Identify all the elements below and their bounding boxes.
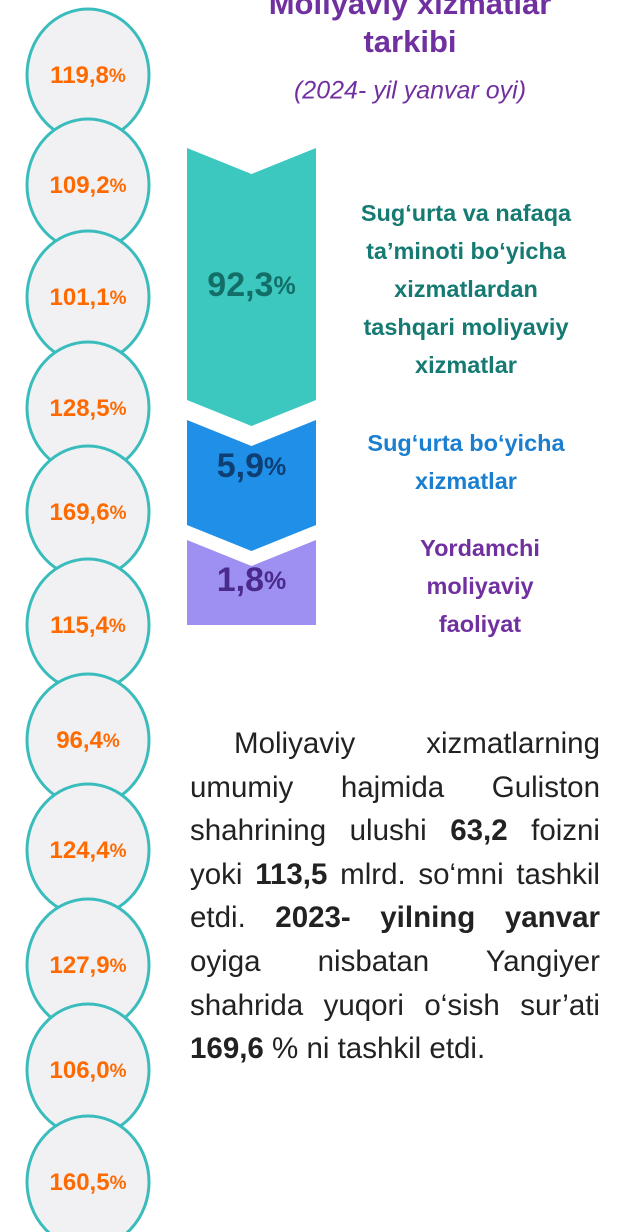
- circle-label: 127,9%: [50, 952, 127, 979]
- percent-unit: %: [264, 453, 286, 481]
- percent-value: 169,6: [50, 499, 110, 526]
- bold-text: 63,2: [450, 814, 508, 848]
- segment-description: Sug‘urta va nafaqa: [361, 200, 572, 226]
- percent-unit: %: [110, 176, 127, 197]
- percent-value: 106,0: [50, 1057, 110, 1084]
- percent-value: 124,4: [50, 837, 111, 864]
- circle-label: 169,6%: [50, 499, 127, 526]
- circle-label: 101,1%: [50, 284, 127, 311]
- percent-unit: %: [110, 503, 127, 524]
- percent-value: 127,9: [50, 952, 110, 979]
- percent-unit: %: [273, 272, 295, 300]
- percent-value: 119,8: [50, 62, 109, 89]
- circle-label: 96,4%: [56, 727, 120, 754]
- circle: [25, 1114, 151, 1232]
- title-line: tarkibi: [363, 24, 456, 59]
- percent-unit: %: [103, 731, 120, 752]
- segment-description: tashqari moliyaviy: [363, 314, 568, 340]
- segment-description: ta’minoti bo‘yicha: [366, 238, 567, 264]
- segment-label: 1,8%: [217, 561, 287, 599]
- text: % ni tashkil etdi.: [263, 1032, 486, 1066]
- segment-description: xizmatlar: [415, 352, 517, 378]
- text: Moliyaviy xizmatlar­ning umumiy hajmida …: [190, 727, 600, 848]
- circle-stack: [25, 7, 151, 1232]
- bold-text: 2023- yilning yanvar: [275, 901, 600, 935]
- percent-unit: %: [110, 399, 127, 420]
- percent-unit: %: [110, 1173, 127, 1194]
- text: oyiga nisbatan Yangiyer shahrida yuqori …: [190, 944, 600, 1022]
- segment-description: Yordamchi: [420, 535, 540, 561]
- percent-value: 1,8: [217, 561, 264, 599]
- percent-value: 96,4: [56, 727, 103, 754]
- circle-label: 124,4%: [50, 837, 127, 864]
- circle-label: 128,5%: [50, 395, 127, 422]
- chevron-segment: [187, 420, 316, 551]
- percent-unit: %: [264, 567, 286, 595]
- segment-description: xizmatlar: [415, 468, 517, 494]
- percent-unit: %: [110, 288, 127, 309]
- percent-unit: %: [109, 66, 126, 87]
- percent-value: 109,2: [50, 172, 110, 199]
- percent-value: 5,9: [217, 447, 264, 485]
- title-line: Moliyaviy xizmatlar: [269, 0, 552, 21]
- segment-label: 92,3%: [207, 266, 295, 304]
- segment-description: moliyaviy: [426, 573, 533, 599]
- percent-value: 115,4: [50, 612, 109, 639]
- percent-value: 92,3: [207, 266, 273, 304]
- chevron-segment: [187, 148, 316, 426]
- segment-description: Sug‘urta bo‘yicha: [367, 430, 565, 456]
- circle-label: 106,0%: [50, 1057, 127, 1084]
- chevron-segment: [187, 540, 316, 625]
- circle-label: 109,2%: [50, 172, 127, 199]
- bold-text: 113,5: [255, 857, 328, 891]
- percent-value: 128,5: [50, 395, 110, 422]
- circle-label: 160,5%: [50, 1169, 127, 1196]
- segment-description: xizmatlardan: [394, 276, 538, 302]
- circle-label: 119,8%: [50, 62, 126, 89]
- circle-label: 115,4%: [50, 612, 126, 639]
- bold-text: 169,6: [190, 1032, 264, 1066]
- segment-label: 5,9%: [217, 447, 287, 485]
- percent-unit: %: [110, 841, 127, 862]
- percent-value: 101,1: [50, 284, 110, 311]
- title: Moliyaviy xizmatlar tarkibi: [269, 0, 552, 59]
- subtitle: (2024- yil yanvar oyi): [294, 77, 526, 105]
- percent-unit: %: [109, 616, 126, 637]
- percent-unit: %: [110, 1061, 127, 1082]
- percent-unit: %: [110, 956, 127, 977]
- segment-description: faoliyat: [439, 611, 521, 637]
- text: foizni yoki: [190, 814, 600, 891]
- percent-value: 160,5: [50, 1169, 110, 1196]
- paragraph: Moliyaviy xizmatlar­ning umumiy hajmida …: [190, 722, 600, 1071]
- text: mlrd. so‘mni tashkil etdi.: [190, 857, 600, 935]
